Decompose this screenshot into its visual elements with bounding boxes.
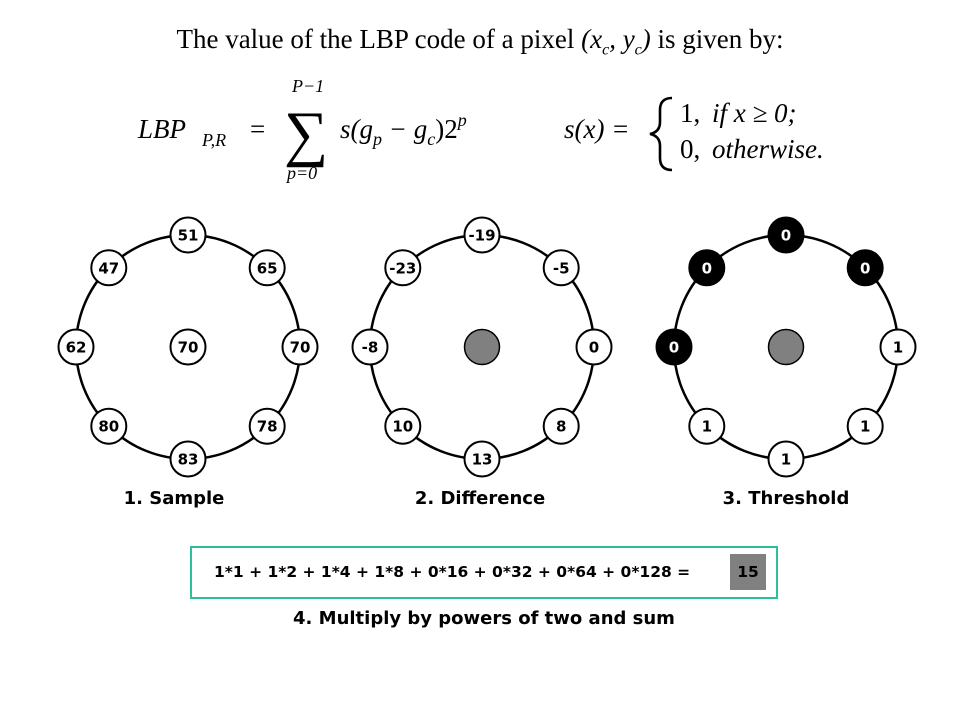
sample-center-node: 70 [169,328,207,366]
threshold-neighbor-sw: 1 [688,407,726,445]
pixel-x: (x [581,24,603,54]
formula-term-c: c [427,129,435,149]
formula-term-p: p [371,129,382,149]
intro-sentence: The value of the LBP code of a pixel [176,24,575,54]
case-zero-value: 0, [680,134,700,164]
pixel-y-sub: c [634,41,642,59]
difference-neighbor-value: -19 [468,227,495,245]
sample-neighbor-value: 80 [98,418,119,436]
threshold-neighbor-value: 1 [702,418,712,436]
difference-neighbor-value: 13 [472,451,493,469]
sum-box: 1*1 + 1*2 + 1*4 + 1*8 + 0*16 + 0*32 + 0*… [190,546,778,599]
difference-neighbor-e: 0 [575,328,613,366]
difference-neighbor-value: 10 [392,418,413,436]
sample-neighbor-value: 51 [178,227,199,245]
difference-diagram: -19 -5 0 8 13 10 -8 -23 [351,208,613,478]
case-one-condition: if x ≥ 0; [712,98,797,128]
difference-center-node [463,328,501,366]
pixel-x-sub: c [602,41,610,59]
sample-neighbor-value: 83 [178,451,199,469]
case-one-value: 1, [680,98,700,128]
threshold-center-node [767,328,805,366]
sample-neighbor-s: 83 [169,440,207,478]
difference-ring: -19 -5 0 8 13 10 -8 -23 [351,216,613,478]
formula-term-s: s(g [340,114,373,144]
threshold-neighbor-value: 0 [860,259,870,277]
formula-s-def: s(x) = [564,114,629,144]
formula-term-close: )2 [435,114,458,144]
difference-neighbor-value: -8 [362,339,379,357]
sum-label: 4. Multiply by powers of two and sum [293,608,675,629]
threshold-neighbor-se: 1 [846,407,884,445]
sample-center-value: 70 [178,339,199,357]
difference-neighbor-value: 8 [556,418,566,436]
difference-neighbor-value: -5 [553,259,570,277]
threshold-neighbor-value: 1 [893,339,903,357]
sample-neighbor-value: 70 [290,339,311,357]
threshold-neighbor-value: 0 [781,227,791,245]
formula-sum-lower: p=0 [285,163,317,183]
sum-expression: 1*1 + 1*2 + 1*4 + 1*8 + 0*16 + 0*32 + 0*… [214,563,691,581]
threshold-neighbor-value: 0 [702,259,712,277]
sample-neighbor-nw: 47 [90,249,128,287]
sample-diagram: 70 51 65 70 78 83 80 62 47 [57,208,319,478]
sample-neighbor-e: 70 [281,328,319,366]
threshold-ring: 0 0 1 1 1 1 0 0 [655,216,917,478]
formula-term: s(gp − gc)2p [340,110,467,149]
sample-neighbor-w: 62 [57,328,95,366]
formula-lhs: LBP [137,114,186,144]
difference-neighbor-se: 8 [542,407,580,445]
threshold-neighbor-value: 0 [669,339,679,357]
sample-neighbor-sw: 80 [90,407,128,445]
formula-equals: = [250,114,265,144]
cases-brace [649,96,673,172]
sample-neighbor-n: 51 [169,216,207,254]
intro-text: The value of the LBP code of a pixel (xc… [0,24,960,59]
case-zero-condition: otherwise. [712,134,824,164]
threshold-neighbor-ne: 0 [846,249,884,287]
difference-neighbor-ne: -5 [542,249,580,287]
difference-label: 2. Difference [414,488,546,509]
threshold-neighbor-nw: 0 [688,249,726,287]
sample-label: 1. Sample [123,488,225,509]
pixel-close: ) [641,24,651,54]
formula-lhs-sub: P,R [201,130,226,150]
threshold-neighbor-value: 1 [860,418,870,436]
pixel-y: , y [609,24,635,54]
sample-neighbor-value: 62 [66,339,87,357]
difference-neighbor-value: -23 [389,259,416,277]
threshold-neighbor-w: 0 [655,328,693,366]
difference-neighbor-w: -8 [351,328,389,366]
sample-ring: 70 51 65 70 78 83 80 62 47 [57,216,319,478]
lbp-formula: LBP P,R = P−1 ∑ p=0 s(gp − gc)2p s(x) = … [137,78,824,183]
sample-neighbor-se: 78 [248,407,286,445]
difference-neighbor-nw: -23 [384,249,422,287]
formula-sigma: ∑ [284,100,328,168]
sample-neighbor-value: 78 [257,418,278,436]
threshold-diagram: 0 0 1 1 1 1 0 0 [655,208,917,478]
difference-neighbor-n: -19 [463,216,501,254]
sample-neighbor-value: 47 [98,259,119,277]
threshold-label: 3. Threshold [722,488,850,509]
sum-result: 15 [730,554,766,590]
difference-neighbor-sw: 10 [384,407,422,445]
formula-term-exp: p [456,110,467,130]
pixel-coords: (xc, yc) [581,24,651,58]
difference-neighbor-value: 0 [589,339,599,357]
difference-neighbor-s: 13 [463,440,501,478]
sample-neighbor-value: 65 [257,259,278,277]
intro-tail: is given by: [657,24,784,54]
threshold-neighbor-s: 1 [767,440,805,478]
threshold-neighbor-n: 0 [767,216,805,254]
threshold-neighbor-e: 1 [879,328,917,366]
sample-neighbor-ne: 65 [248,249,286,287]
threshold-neighbor-value: 1 [781,451,791,469]
formula-sum-upper: P−1 [291,78,324,96]
formula-term-minus: − g [382,114,427,144]
